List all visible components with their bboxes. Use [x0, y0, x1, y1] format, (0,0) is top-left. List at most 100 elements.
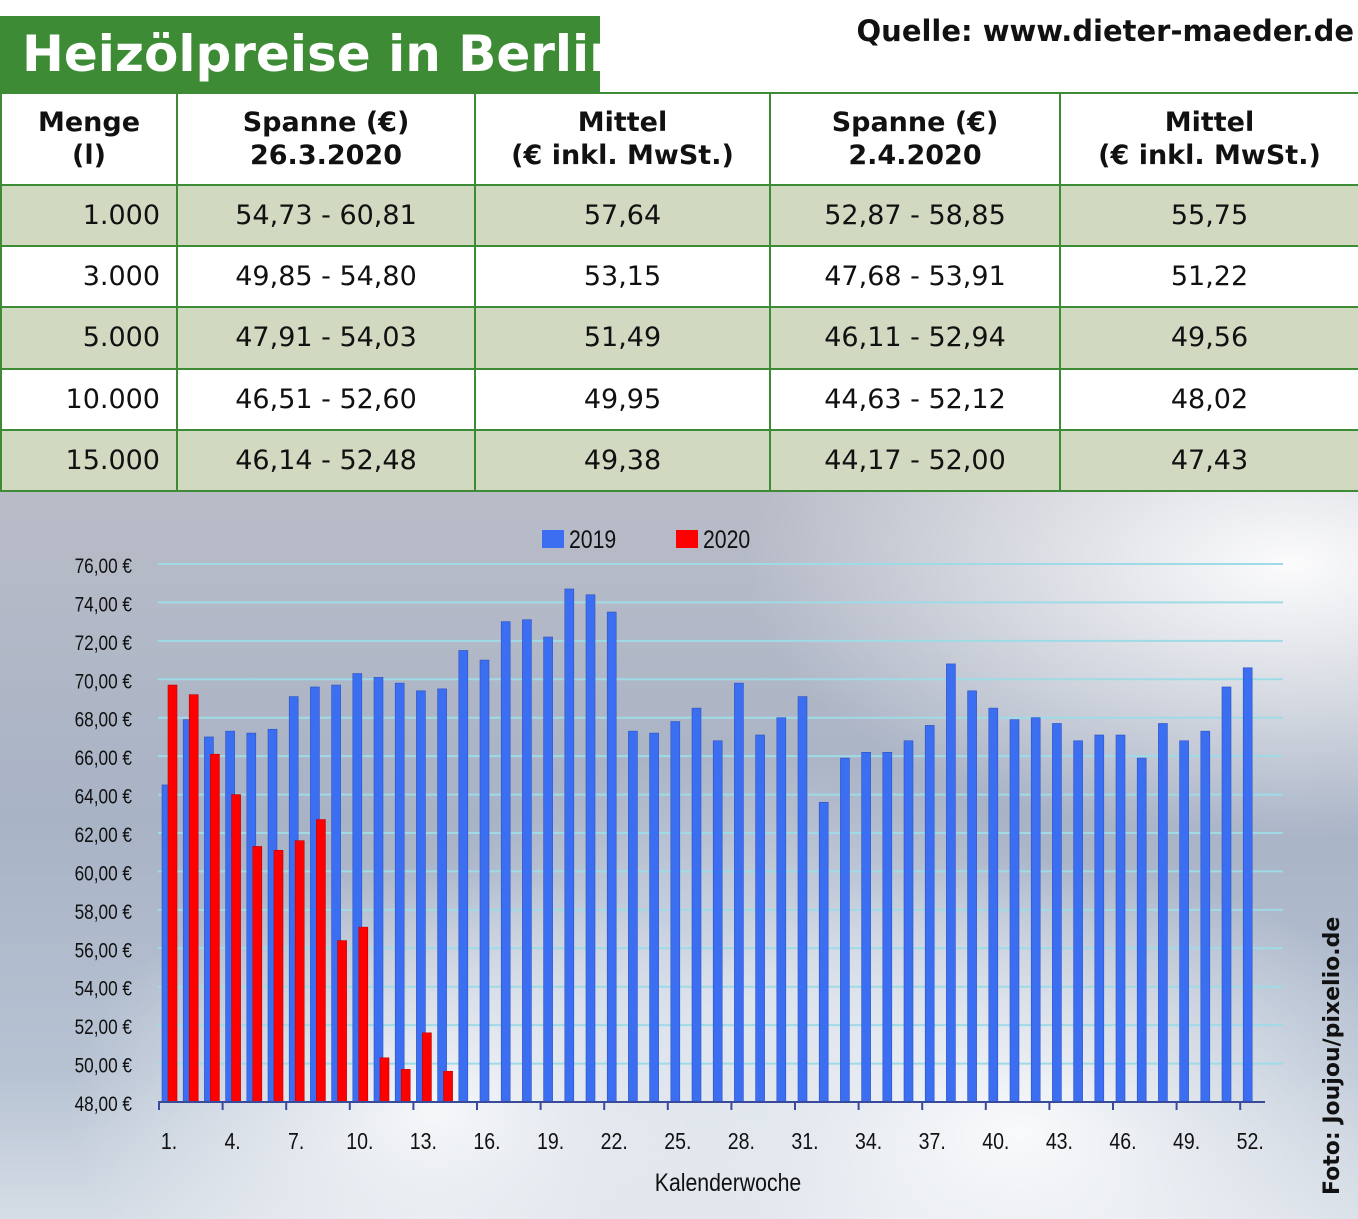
- bar-2019: [903, 740, 914, 1103]
- bar-2019: [479, 659, 490, 1103]
- header-spanne-1: Spanne (€) 26.3.2020: [176, 92, 476, 186]
- y-tick-label: 66,00 €: [75, 748, 133, 771]
- photo-credit: Foto: Joujou/pixelio.de: [1320, 916, 1345, 1195]
- x-tick-label: 46.: [1109, 1129, 1136, 1155]
- legend-label-2019: 2019: [569, 525, 616, 553]
- cell-spanne-1: 46,14 - 52,48: [176, 428, 476, 493]
- bar-2020: [231, 794, 241, 1103]
- bar-2020: [379, 1057, 390, 1103]
- y-tick-label: 48,00 €: [75, 1094, 133, 1117]
- x-tick-label: 13.: [410, 1129, 437, 1155]
- bar-2019: [1242, 667, 1253, 1103]
- bar-2019: [458, 650, 469, 1103]
- cell-spanne-1: 54,73 - 60,81: [176, 183, 476, 248]
- cell-menge: 10.000: [0, 367, 178, 431]
- x-tick-label: 7.: [288, 1129, 304, 1155]
- bar-2019: [1094, 734, 1105, 1103]
- y-tick-label: 54,00 €: [75, 978, 133, 1001]
- cell-spanne-2: 44,17 - 52,00: [769, 428, 1061, 493]
- bar-2020: [337, 940, 347, 1103]
- bar-2019: [691, 707, 702, 1103]
- bar-2019: [606, 611, 617, 1103]
- y-tick-label: 72,00 €: [75, 632, 133, 655]
- y-tick-label: 64,00 €: [75, 786, 133, 809]
- cell-spanne-2: 47,68 - 53,91: [769, 245, 1061, 309]
- cell-spanne-1: 47,91 - 54,03: [176, 306, 476, 370]
- bar-2020: [273, 849, 284, 1103]
- x-tick-label: 1.: [161, 1129, 177, 1155]
- bar-2020: [443, 1070, 453, 1103]
- bar-2019: [649, 732, 659, 1103]
- bar-2019: [670, 721, 681, 1103]
- bar-2019: [755, 734, 765, 1103]
- bar-2020: [188, 694, 199, 1103]
- bar-2019: [712, 740, 723, 1103]
- cell-mittel-2: 51,22: [1059, 245, 1358, 309]
- cell-menge: 1.000: [0, 183, 178, 248]
- page-title: Heizölpreise in Berlin: [0, 16, 625, 92]
- x-tick-label: 25.: [664, 1129, 691, 1155]
- cell-mittel-2: 48,02: [1059, 367, 1358, 431]
- y-tick-label: 76,00 €: [75, 556, 133, 579]
- bar-2020: [316, 819, 326, 1103]
- y-tick-label: 50,00 €: [75, 1055, 133, 1078]
- header-spanne-2: Spanne (€) 2.4.2020: [769, 92, 1061, 186]
- cell-menge: 15.000: [0, 428, 178, 493]
- bar-2019: [1030, 717, 1041, 1103]
- bar-2019: [882, 751, 893, 1103]
- x-tick-label: 28.: [728, 1129, 755, 1155]
- y-tick-label: 62,00 €: [75, 825, 133, 848]
- table-header-row: Menge (l) Spanne (€) 26.3.2020 Mittel (€ in…: [0, 92, 1358, 186]
- cell-spanne-2: 44,63 - 52,12: [769, 367, 1061, 431]
- axes: 76,00 € 74,00 € 72,00 € 70,00 € 68,00 € 66,00…: [75, 556, 1265, 1196]
- y-tick-label: 56,00 €: [75, 940, 133, 963]
- table-row: 15.000 46,14 - 52,48 49,38 44,17 - 52,00…: [0, 428, 1358, 493]
- bar-2019: [437, 688, 447, 1103]
- y-tick-label: 58,00 €: [75, 901, 133, 924]
- y-tick-label: 52,00 €: [75, 1017, 133, 1040]
- cell-menge: 3.000: [0, 245, 178, 309]
- x-tick-label: 16.: [473, 1129, 500, 1155]
- legend-swatch-2020: [676, 530, 698, 548]
- bar-2020: [252, 846, 263, 1103]
- x-tick-label: 49.: [1173, 1129, 1200, 1155]
- x-tick-label: 37.: [919, 1129, 946, 1155]
- bar-2019: [840, 757, 850, 1103]
- bar-2019: [1115, 734, 1126, 1103]
- bar-2019: [797, 696, 808, 1103]
- cell-spanne-2: 46,11 - 52,94: [769, 306, 1061, 370]
- x-tick-label: 43.: [1046, 1129, 1073, 1155]
- bar-2019: [1136, 757, 1147, 1103]
- bar-2019: [776, 717, 787, 1103]
- bar-2019: [522, 619, 532, 1103]
- cell-mittel-1: 49,95: [474, 367, 771, 431]
- header-mittel-2: Mittel (€ inkl. MwSt.): [1059, 92, 1358, 186]
- bar-2019: [1073, 740, 1083, 1103]
- x-tick-label: 4.: [224, 1129, 240, 1155]
- x-tick-label: 10.: [346, 1129, 373, 1155]
- x-tick-label: 40.: [982, 1129, 1009, 1155]
- cell-mittel-2: 49,56: [1059, 306, 1358, 370]
- cell-mittel-1: 49,38: [474, 428, 771, 493]
- bar-2020: [210, 753, 220, 1103]
- cell-spanne-2: 52,87 - 58,85: [769, 183, 1061, 248]
- legend-label-2020: 2020: [703, 525, 750, 553]
- cell-spanne-1: 49,85 - 54,80: [176, 245, 476, 309]
- bar-2019: [1158, 723, 1168, 1103]
- bar-2019: [988, 707, 999, 1103]
- bar-2020: [167, 684, 178, 1103]
- x-tick-label: 52.: [1237, 1129, 1264, 1155]
- cell-mittel-2: 55,75: [1059, 183, 1358, 248]
- bar-2019: [1179, 740, 1189, 1103]
- cell-mittel-1: 57,64: [474, 183, 771, 248]
- bar-2019: [1009, 719, 1020, 1103]
- bar-2019: [394, 682, 405, 1103]
- bar-2019: [1221, 686, 1232, 1103]
- x-tick-label: 22.: [601, 1129, 628, 1155]
- bar-2019: [543, 636, 553, 1103]
- price-chart: 76,00 € 74,00 € 72,00 € 70,00 € 68,00 € 66,00…: [75, 525, 1283, 1196]
- price-table: Menge (l) Spanne (€) 26.3.2020 Mittel (€ in…: [0, 92, 1358, 493]
- cell-mittel-1: 53,15: [474, 245, 771, 309]
- bar-2020: [400, 1069, 411, 1103]
- table-row: 10.000 46,51 - 52,60 49,95 44,63 - 52,12…: [0, 367, 1358, 431]
